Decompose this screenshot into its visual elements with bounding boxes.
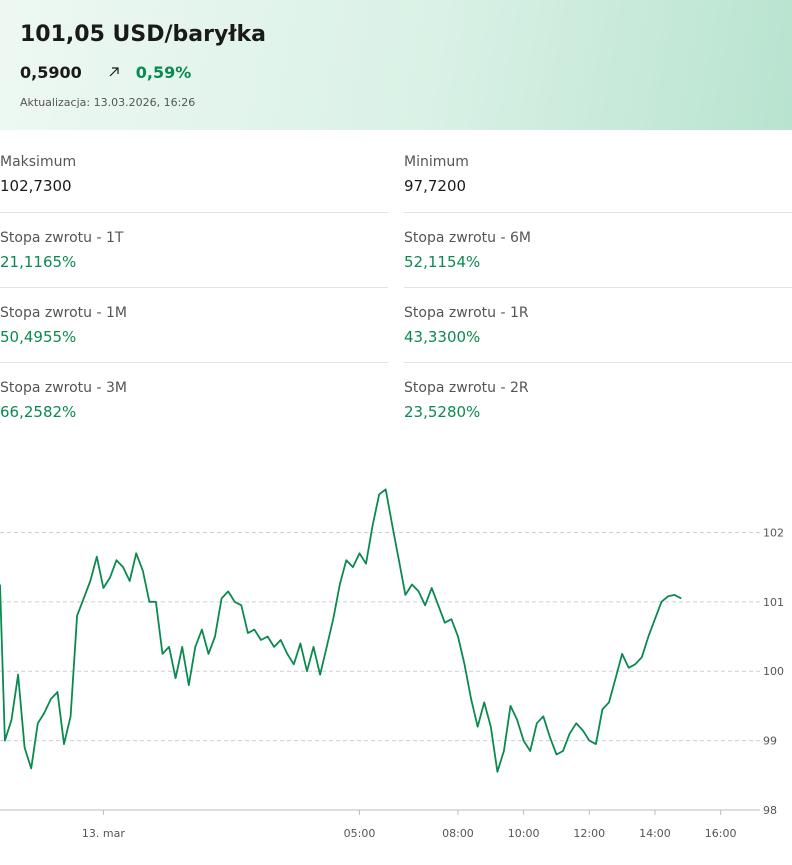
stat-label: Stopa zwrotu - 3M <box>0 380 127 396</box>
stat-return-2r: Stopa zwrotu - 2R 23,5280% <box>404 356 792 431</box>
x-tick-label: 10:00 <box>508 827 540 840</box>
update-time: 13.03.2026, 16:26 <box>93 96 196 109</box>
y-tick-label: 98 <box>763 804 777 817</box>
stat-label: Maksimum <box>0 154 77 170</box>
divider <box>404 362 792 363</box>
stat-value: 43,3300% <box>404 328 481 346</box>
stat-label: Stopa zwrotu - 1T <box>0 230 124 246</box>
arrow-up-right-icon <box>109 67 119 77</box>
stat-value: 21,1165% <box>0 253 77 271</box>
change-row: 0,5900 0,59% <box>20 62 191 82</box>
divider <box>0 362 388 363</box>
stat-label: Stopa zwrotu - 1R <box>404 305 529 321</box>
stat-value: 102,7300 <box>0 177 72 195</box>
price-line <box>0 488 682 773</box>
y-tick-label: 101 <box>763 596 784 609</box>
stat-return-1m: Stopa zwrotu - 1M 50,4955% <box>0 281 388 356</box>
stat-value: 52,1154% <box>404 253 481 271</box>
divider <box>0 287 388 288</box>
y-tick-label: 102 <box>763 526 784 539</box>
x-tick-label: 14:00 <box>639 827 671 840</box>
stat-label: Stopa zwrotu - 1M <box>0 305 127 321</box>
price-chart[interactable]: 98 99 100 101 102 13. mar 05:00 08:00 10:00 12:00… <box>0 470 792 860</box>
change-absolute: 0,5900 <box>20 62 82 82</box>
stat-maximum: Maksimum 102,7300 <box>0 130 388 205</box>
update-label: Aktualizacja: <box>20 96 91 109</box>
x-tick-label: 16:00 <box>705 827 737 840</box>
divider <box>404 287 792 288</box>
y-tick-label: 99 <box>763 735 777 748</box>
stat-value: 97,7200 <box>404 177 467 195</box>
price-title: 101,05 USD/baryłka <box>20 22 266 47</box>
stat-return-3m: Stopa zwrotu - 3M 66,2582% <box>0 356 388 431</box>
stat-label: Stopa zwrotu - 2R <box>404 380 529 396</box>
x-tick-label: 08:00 <box>442 827 474 840</box>
stat-return-1r: Stopa zwrotu - 1R 43,3300% <box>404 281 792 356</box>
stat-value: 23,5280% <box>404 403 481 421</box>
divider <box>404 212 792 213</box>
stat-value: 66,2582% <box>0 403 77 421</box>
divider <box>0 212 388 213</box>
stat-minimum: Minimum 97,7200 <box>404 130 792 205</box>
y-tick-label: 100 <box>763 665 784 678</box>
stat-label: Stopa zwrotu - 6M <box>404 230 531 246</box>
stat-return-1t: Stopa zwrotu - 1T 21,1165% <box>0 206 388 281</box>
stat-label: Minimum <box>404 154 469 170</box>
update-timestamp: Aktualizacja: 13.03.2026, 16:26 <box>20 96 195 109</box>
x-tick-label: 13. mar <box>82 827 125 840</box>
stat-value: 50,4955% <box>0 328 77 346</box>
x-tick-label: 05:00 <box>344 827 376 840</box>
x-tick-label: 12:00 <box>573 827 605 840</box>
quote-header: 101,05 USD/baryłka 0,5900 0,59% Aktualiz… <box>0 0 792 130</box>
change-percent: 0,59% <box>135 62 192 82</box>
stat-return-6m: Stopa zwrotu - 6M 52,1154% <box>404 206 792 281</box>
